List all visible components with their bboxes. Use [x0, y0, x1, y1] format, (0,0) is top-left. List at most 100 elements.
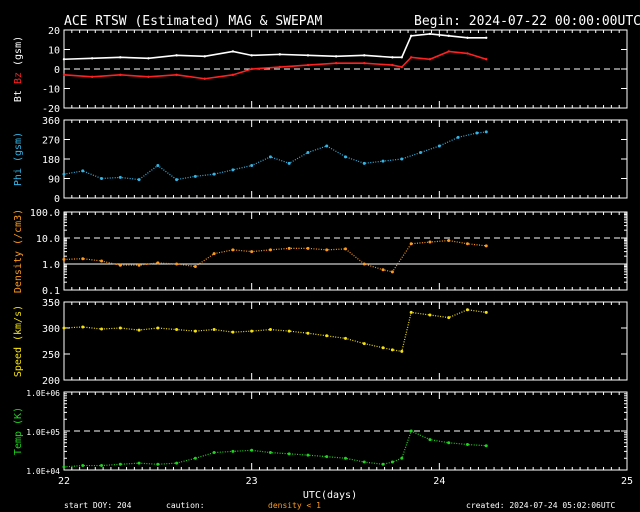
- data-point-bt: [147, 57, 150, 60]
- data-point-bz: [306, 63, 310, 67]
- data-point-phi: [344, 155, 347, 159]
- data-point-bt: [250, 54, 253, 57]
- y-tick-label: -10: [42, 85, 60, 96]
- data-point-speed: [447, 316, 451, 320]
- data-point-bz: [428, 58, 432, 61]
- y-tick-label: 100.0: [30, 208, 60, 219]
- data-point-density: [344, 247, 347, 251]
- data-point-bt: [334, 55, 338, 58]
- data-point-temp: [484, 444, 488, 448]
- data-point-density: [362, 262, 366, 266]
- data-point-phi: [212, 172, 216, 176]
- data-point-density: [175, 262, 179, 266]
- panel-mag: 20 10 0 -10 -20 Bt Bz (gsm): [13, 26, 628, 115]
- data-point-density: [231, 248, 235, 252]
- data-point-bz: [203, 77, 206, 80]
- data-point-speed: [409, 310, 413, 314]
- data-point-phi: [137, 178, 141, 182]
- data-point-bz: [485, 58, 488, 61]
- data-point-speed: [137, 328, 141, 332]
- data-point-temp: [118, 462, 122, 466]
- begin-time-label: Begin: 2024-07-22 00:00:00UTC: [414, 14, 640, 29]
- data-point-phi: [287, 161, 291, 165]
- x-tick-label: 25: [621, 476, 633, 487]
- data-point-density: [428, 240, 432, 244]
- y-tick-label: 360: [42, 116, 60, 127]
- data-point-phi: [400, 157, 404, 161]
- series-trace-phi: [63, 131, 487, 181]
- data-point-density: [447, 239, 451, 243]
- data-point-temp: [428, 438, 432, 442]
- y-axis-title-part: (gsm): [13, 36, 24, 72]
- data-point-phi: [456, 135, 460, 139]
- y-tick-label: 10: [48, 46, 60, 57]
- data-point-speed: [268, 328, 272, 332]
- data-point-temp: [465, 443, 469, 447]
- data-point-bz: [400, 65, 403, 69]
- y-tick-label: 1.0: [42, 260, 60, 271]
- y-tick-label: 250: [42, 350, 60, 361]
- data-point-bz: [250, 67, 253, 71]
- x-tick-label: 23: [246, 476, 258, 487]
- panel-density: 100.0 10.0 1.0 0.1 Density (/cm3): [13, 208, 628, 297]
- data-point-bt: [391, 56, 394, 59]
- data-point-density: [381, 268, 385, 272]
- data-point-phi: [231, 168, 235, 172]
- data-point-density: [62, 257, 66, 261]
- data-point-bt: [447, 34, 450, 38]
- data-point-phi: [484, 130, 488, 134]
- plot-title: ACE RTSW (Estimated) MAG & SWEPAM: [64, 14, 322, 29]
- y-tick-label: 300: [42, 324, 60, 335]
- panel-phi: 360 270 180 90 0 Phi (gsm): [13, 116, 628, 205]
- data-point-temp: [137, 461, 141, 465]
- data-point-density: [100, 259, 104, 263]
- panels-group: 20 10 0 -10 -20 Bt Bz (gsm) 360 270 180 90 0 Phi (g…: [13, 26, 633, 487]
- data-point-bt: [119, 56, 122, 59]
- data-point-speed: [193, 329, 197, 333]
- data-point-temp: [250, 448, 254, 452]
- data-point-temp: [390, 460, 394, 464]
- data-point-phi: [268, 155, 272, 159]
- data-point-density: [325, 248, 329, 252]
- data-point-temp: [81, 464, 85, 468]
- data-point-temp: [62, 465, 66, 469]
- data-point-bt: [428, 32, 432, 36]
- y-axis-title: Speed (km/s): [13, 305, 24, 377]
- data-point-bz: [62, 73, 66, 77]
- y-tick-label: 200: [42, 376, 60, 387]
- data-point-bt: [231, 50, 235, 53]
- data-point-phi: [81, 169, 85, 173]
- data-point-temp: [100, 464, 104, 468]
- data-point-speed: [250, 329, 254, 333]
- data-point-speed: [175, 328, 179, 332]
- data-point-speed: [325, 334, 329, 338]
- data-point-phi: [62, 172, 66, 176]
- density-caution-note: density < 1: [268, 501, 321, 510]
- data-point-speed: [81, 325, 85, 329]
- y-tick-label: 1.0E+06: [26, 389, 60, 398]
- y-tick-label: -20: [42, 104, 60, 115]
- data-point-phi: [175, 178, 179, 182]
- data-point-phi: [100, 177, 104, 180]
- data-point-bz: [147, 75, 150, 79]
- y-axis-title: Phi (gsm): [13, 132, 24, 186]
- data-point-speed: [484, 310, 488, 314]
- y-tick-label: 350: [42, 298, 60, 309]
- data-point-phi: [118, 175, 122, 179]
- data-point-bt: [306, 54, 310, 57]
- data-point-bt: [400, 56, 403, 59]
- data-point-density: [306, 246, 310, 250]
- x-tick-label: 22: [58, 476, 70, 487]
- data-point-speed: [390, 348, 394, 352]
- data-point-bz: [175, 73, 178, 77]
- y-axis-title-part: Bz: [13, 72, 24, 90]
- data-point-speed: [212, 328, 216, 332]
- data-point-temp: [400, 456, 404, 460]
- x-axis-label: UTC(days): [303, 490, 357, 501]
- data-point-density: [287, 246, 291, 250]
- data-point-temp: [268, 451, 272, 455]
- data-point-temp: [362, 460, 366, 464]
- data-point-density: [484, 244, 488, 248]
- data-point-bt: [90, 57, 94, 60]
- data-point-temp: [212, 451, 216, 455]
